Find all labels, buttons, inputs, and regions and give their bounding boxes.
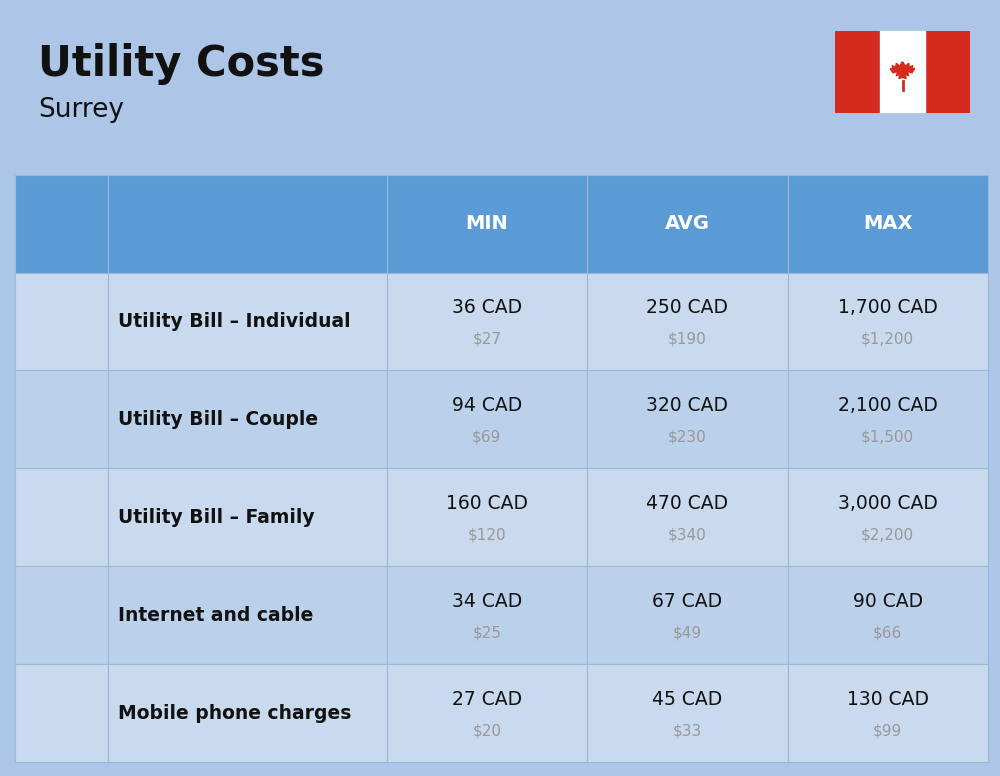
- Text: $25: $25: [472, 625, 501, 640]
- FancyBboxPatch shape: [48, 712, 56, 721]
- Text: Utility Bill – Family: Utility Bill – Family: [118, 508, 315, 527]
- Text: 1,700 CAD: 1,700 CAD: [838, 298, 938, 317]
- Text: $340: $340: [668, 528, 707, 542]
- Text: $2,200: $2,200: [861, 528, 914, 542]
- FancyBboxPatch shape: [65, 419, 99, 451]
- FancyBboxPatch shape: [24, 616, 99, 642]
- Circle shape: [54, 288, 69, 304]
- Text: AVG: AVG: [665, 214, 710, 233]
- FancyBboxPatch shape: [24, 419, 58, 451]
- Circle shape: [45, 626, 50, 632]
- Text: 470 CAD: 470 CAD: [646, 494, 728, 513]
- Circle shape: [58, 488, 65, 496]
- Bar: [835, 31, 880, 113]
- FancyBboxPatch shape: [24, 321, 58, 353]
- Text: 320 CAD: 320 CAD: [646, 397, 728, 415]
- FancyBboxPatch shape: [48, 736, 75, 743]
- Text: 90 CAD: 90 CAD: [853, 592, 923, 611]
- Circle shape: [56, 290, 67, 302]
- Bar: [925, 31, 970, 113]
- Circle shape: [58, 292, 65, 300]
- Text: 36 CAD: 36 CAD: [452, 298, 522, 317]
- Circle shape: [56, 486, 67, 497]
- Text: MAX: MAX: [863, 214, 913, 233]
- Text: Utility Bill – Couple: Utility Bill – Couple: [118, 410, 318, 429]
- Text: $1,200: $1,200: [861, 331, 914, 347]
- Text: $120: $120: [468, 528, 506, 542]
- FancyBboxPatch shape: [40, 679, 83, 747]
- Text: 45 CAD: 45 CAD: [652, 690, 722, 708]
- Text: $99: $99: [873, 723, 902, 738]
- FancyBboxPatch shape: [43, 376, 80, 411]
- Text: Utility Costs: Utility Costs: [38, 43, 324, 85]
- Text: $66: $66: [873, 625, 902, 640]
- FancyBboxPatch shape: [43, 474, 80, 509]
- Circle shape: [58, 390, 65, 398]
- Text: $69: $69: [472, 429, 501, 445]
- FancyBboxPatch shape: [48, 702, 56, 711]
- FancyBboxPatch shape: [65, 518, 99, 549]
- FancyBboxPatch shape: [62, 712, 69, 721]
- Text: Internet and cable: Internet and cable: [118, 606, 313, 625]
- Text: 2,100 CAD: 2,100 CAD: [838, 397, 938, 415]
- FancyBboxPatch shape: [24, 518, 58, 549]
- FancyBboxPatch shape: [55, 702, 62, 711]
- Circle shape: [54, 386, 69, 402]
- Text: 160 CAD: 160 CAD: [446, 494, 528, 513]
- FancyBboxPatch shape: [69, 702, 76, 711]
- Text: $27: $27: [472, 331, 501, 347]
- FancyBboxPatch shape: [69, 712, 76, 721]
- Text: $190: $190: [668, 331, 707, 347]
- Text: Utility Bill – Individual: Utility Bill – Individual: [118, 312, 351, 331]
- Text: 27 CAD: 27 CAD: [452, 690, 522, 708]
- Bar: [880, 31, 925, 113]
- Circle shape: [56, 388, 67, 400]
- FancyBboxPatch shape: [62, 702, 69, 711]
- Circle shape: [59, 610, 64, 616]
- Text: MIN: MIN: [465, 214, 508, 233]
- FancyBboxPatch shape: [65, 321, 99, 353]
- Circle shape: [54, 626, 59, 632]
- Text: 94 CAD: 94 CAD: [452, 397, 522, 415]
- Text: 67 CAD: 67 CAD: [652, 592, 722, 611]
- FancyBboxPatch shape: [55, 712, 62, 721]
- Text: Surrey: Surrey: [38, 97, 124, 123]
- Text: 250 CAD: 250 CAD: [646, 298, 728, 317]
- Text: $20: $20: [472, 723, 501, 738]
- Circle shape: [64, 626, 68, 632]
- Circle shape: [54, 484, 69, 500]
- Polygon shape: [890, 62, 915, 78]
- Text: $49: $49: [673, 625, 702, 640]
- Text: $1,500: $1,500: [861, 429, 914, 445]
- FancyBboxPatch shape: [48, 691, 75, 735]
- Text: 3,000 CAD: 3,000 CAD: [838, 494, 938, 513]
- Text: 34 CAD: 34 CAD: [452, 592, 522, 611]
- Text: $33: $33: [673, 723, 702, 738]
- Text: Mobile phone charges: Mobile phone charges: [118, 704, 351, 722]
- Text: $230: $230: [668, 429, 707, 445]
- FancyBboxPatch shape: [43, 279, 80, 314]
- Text: 130 CAD: 130 CAD: [847, 690, 929, 708]
